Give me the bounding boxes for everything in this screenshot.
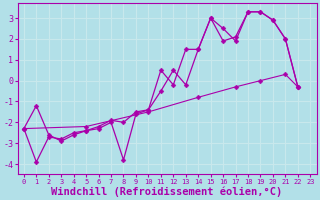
X-axis label: Windchill (Refroidissement éolien,°C): Windchill (Refroidissement éolien,°C) bbox=[52, 186, 283, 197]
